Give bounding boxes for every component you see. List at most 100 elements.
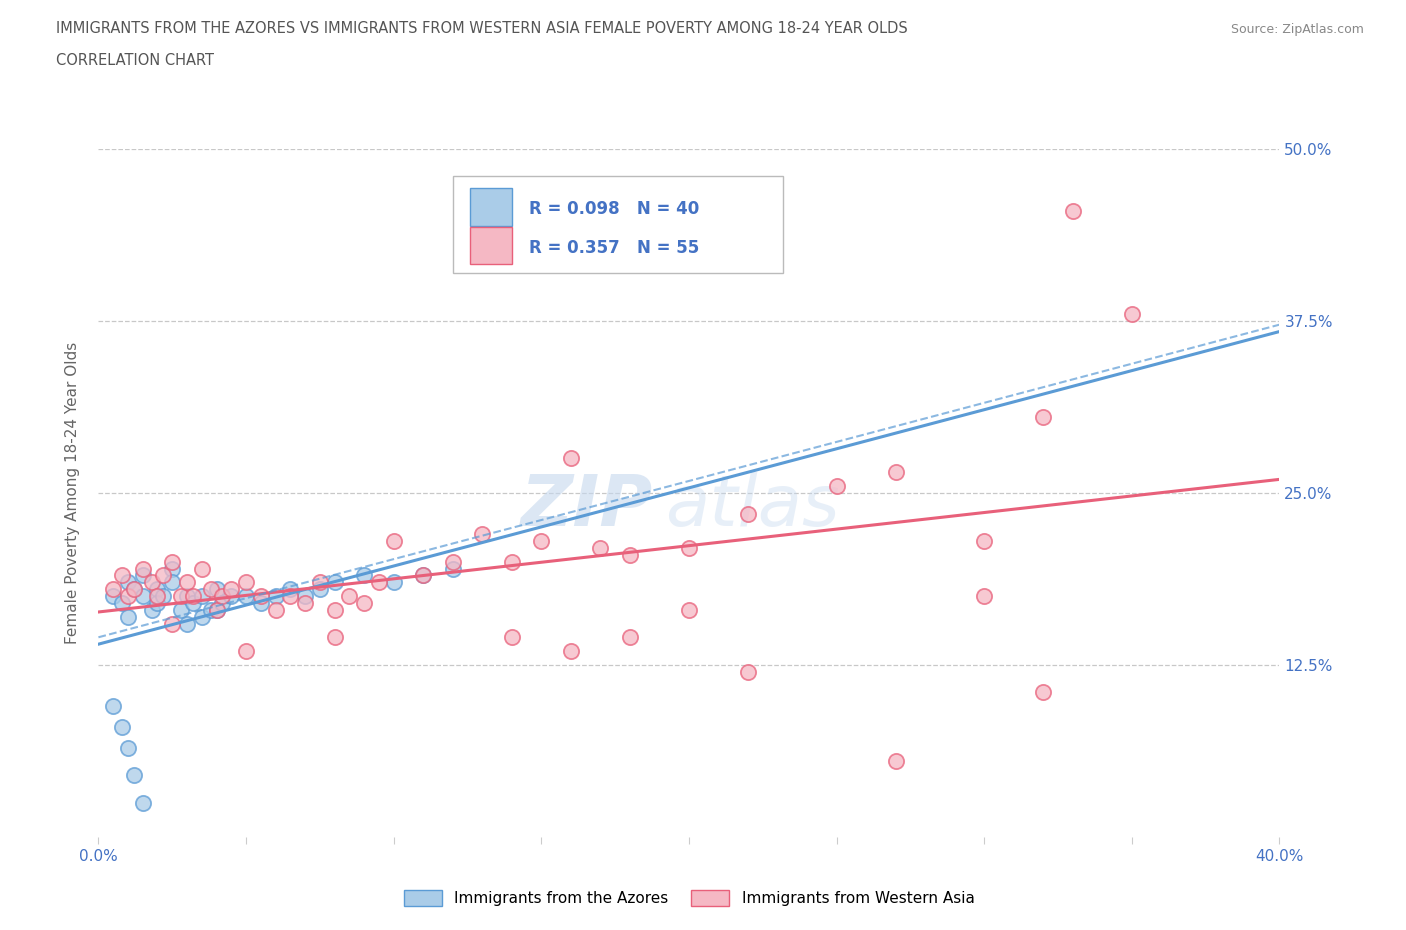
Point — [117, 740, 139, 755]
Point — [170, 603, 193, 618]
Point — [884, 465, 907, 480]
Point — [219, 589, 242, 604]
Point — [412, 568, 434, 583]
Point — [162, 575, 183, 590]
Bar — [471, 188, 512, 226]
Point — [501, 554, 523, 569]
Point — [560, 451, 582, 466]
Point — [211, 589, 233, 604]
Point — [191, 589, 214, 604]
Point — [111, 595, 134, 610]
Point — [264, 589, 287, 604]
Point — [162, 561, 183, 576]
Point — [264, 603, 287, 618]
Text: Source: ZipAtlas.com: Source: ZipAtlas.com — [1230, 22, 1364, 35]
Text: ZIP: ZIP — [522, 472, 654, 541]
Point — [309, 575, 332, 590]
Point — [1032, 685, 1054, 700]
Point — [205, 603, 228, 618]
Text: atlas: atlas — [665, 472, 839, 541]
Point — [181, 589, 204, 604]
Point — [205, 603, 228, 618]
Point — [117, 589, 139, 604]
Point — [560, 644, 582, 658]
Point — [589, 540, 612, 555]
Legend: Immigrants from the Azores, Immigrants from Western Asia: Immigrants from the Azores, Immigrants f… — [398, 884, 980, 912]
Point — [619, 548, 641, 563]
Point — [323, 603, 346, 618]
Point — [368, 575, 391, 590]
Point — [146, 582, 169, 597]
Point — [111, 568, 134, 583]
Point — [294, 595, 316, 610]
Point — [323, 630, 346, 644]
Text: R = 0.357   N = 55: R = 0.357 N = 55 — [530, 239, 700, 257]
Point — [353, 595, 375, 610]
Point — [191, 561, 214, 576]
Point — [152, 589, 174, 604]
Point — [441, 554, 464, 569]
Point — [382, 575, 405, 590]
Point — [111, 720, 134, 735]
Point — [235, 589, 257, 604]
Point — [162, 554, 183, 569]
Point — [1121, 307, 1143, 322]
Point — [825, 479, 848, 494]
Point — [162, 617, 183, 631]
Point — [471, 526, 494, 541]
Point — [309, 582, 332, 597]
Point — [278, 582, 302, 597]
Point — [884, 754, 907, 769]
Point — [122, 582, 145, 597]
Point — [132, 561, 155, 576]
Point — [122, 582, 145, 597]
Point — [141, 575, 163, 590]
Point — [382, 534, 405, 549]
Point — [141, 603, 163, 618]
Point — [339, 589, 360, 604]
Point — [294, 589, 316, 604]
Point — [176, 589, 198, 604]
Point — [219, 582, 242, 597]
Point — [200, 603, 222, 618]
Point — [973, 534, 995, 549]
Point — [205, 582, 228, 597]
Point — [501, 630, 523, 644]
Point — [132, 589, 155, 604]
Point — [103, 698, 125, 713]
Point — [278, 589, 302, 604]
Point — [146, 589, 169, 604]
Bar — [453, 177, 783, 272]
Point — [122, 767, 145, 782]
Text: CORRELATION CHART: CORRELATION CHART — [56, 53, 214, 68]
Point — [181, 595, 204, 610]
Point — [678, 603, 700, 618]
Text: R = 0.098   N = 40: R = 0.098 N = 40 — [530, 200, 700, 219]
Bar — [471, 227, 512, 264]
Point — [412, 568, 434, 583]
Point — [530, 534, 553, 549]
Point — [250, 595, 273, 610]
Point — [117, 609, 139, 624]
Point — [678, 540, 700, 555]
Point — [170, 589, 193, 604]
Point — [117, 575, 139, 590]
Point — [973, 589, 995, 604]
Point — [235, 575, 257, 590]
Point — [250, 589, 273, 604]
Point — [152, 568, 174, 583]
Point — [146, 595, 169, 610]
Point — [1032, 410, 1054, 425]
Point — [176, 575, 198, 590]
Point — [132, 795, 155, 810]
Point — [176, 617, 198, 631]
Point — [1062, 204, 1084, 219]
Y-axis label: Female Poverty Among 18-24 Year Olds: Female Poverty Among 18-24 Year Olds — [65, 342, 80, 644]
Point — [211, 595, 233, 610]
Point — [103, 582, 125, 597]
Point — [103, 589, 125, 604]
Text: IMMIGRANTS FROM THE AZORES VS IMMIGRANTS FROM WESTERN ASIA FEMALE POVERTY AMONG : IMMIGRANTS FROM THE AZORES VS IMMIGRANTS… — [56, 20, 908, 35]
Point — [737, 664, 759, 679]
Point — [323, 575, 346, 590]
Point — [235, 644, 257, 658]
